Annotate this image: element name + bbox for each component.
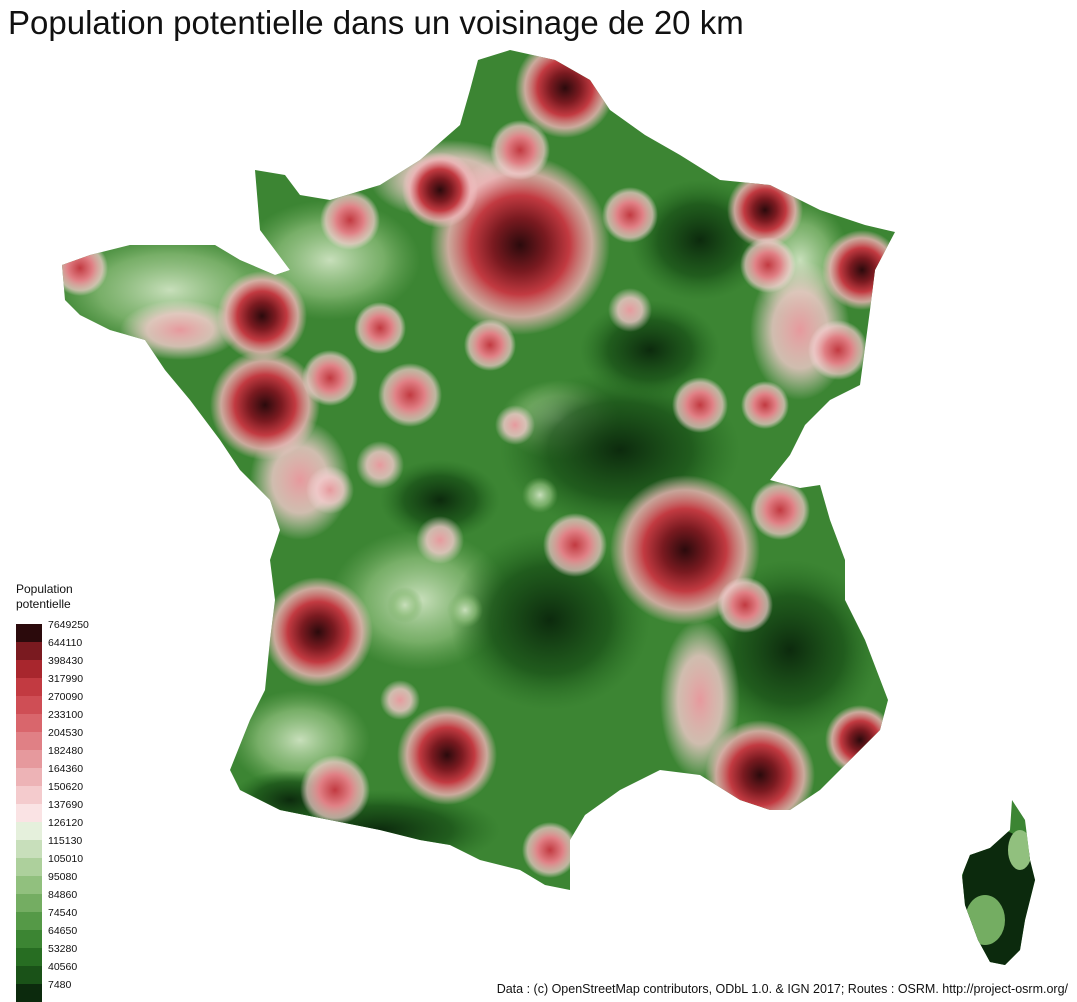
legend-swatch bbox=[16, 930, 42, 948]
legend-swatch bbox=[16, 696, 42, 714]
legend-swatch bbox=[16, 984, 42, 1002]
legend-swatch bbox=[16, 642, 42, 660]
legend-swatch bbox=[16, 714, 42, 732]
legend-swatch bbox=[16, 876, 42, 894]
legend-swatch bbox=[16, 912, 42, 930]
legend-label: 398430 bbox=[48, 655, 84, 667]
legend-swatch bbox=[16, 678, 42, 696]
legend-label: 74540 bbox=[48, 907, 78, 919]
legend-swatch bbox=[16, 624, 42, 642]
map-title: Population potentielle dans un voisinage… bbox=[8, 4, 744, 41]
legend-label: 64650 bbox=[48, 925, 78, 937]
legend-swatch bbox=[16, 840, 42, 858]
legend-label: 233100 bbox=[48, 709, 84, 721]
legend-label: 105010 bbox=[48, 853, 84, 865]
legend-swatch bbox=[16, 966, 42, 984]
legend-swatch bbox=[16, 660, 42, 678]
legend-swatch bbox=[16, 732, 42, 750]
legend-label: 115130 bbox=[48, 835, 83, 847]
legend-swatch bbox=[16, 804, 42, 822]
legend-swatch bbox=[16, 822, 42, 840]
data-credit: Data : (c) OpenStreetMap contributors, O… bbox=[496, 982, 1068, 996]
legend-label: 270090 bbox=[48, 691, 84, 703]
legend-label: 126120 bbox=[48, 817, 84, 829]
legend-label: 204530 bbox=[48, 727, 84, 739]
legend-swatch bbox=[16, 948, 42, 966]
legend-swatch bbox=[16, 858, 42, 876]
legend-title-line2: potentielle bbox=[16, 597, 71, 611]
legend-label: 137690 bbox=[48, 799, 84, 811]
legend-label: 84860 bbox=[48, 889, 78, 901]
legend-label: 150620 bbox=[48, 781, 84, 793]
legend-label: 164360 bbox=[48, 763, 84, 775]
legend-label: 40560 bbox=[48, 961, 78, 973]
legend-swatch bbox=[16, 786, 42, 804]
legend-title-line1: Population bbox=[16, 582, 73, 596]
legend-label: 317990 bbox=[48, 673, 84, 685]
legend-label: 644110 bbox=[48, 637, 83, 649]
legend-title: Population potentielle bbox=[16, 582, 136, 612]
legend-label: 7649250 bbox=[48, 619, 89, 631]
legend-label: 7480 bbox=[48, 979, 72, 991]
legend-swatch bbox=[16, 894, 42, 912]
legend-label: 53280 bbox=[48, 943, 78, 955]
legend-label: 182480 bbox=[48, 745, 84, 757]
legend-swatch bbox=[16, 750, 42, 768]
legend-swatch bbox=[16, 768, 42, 786]
legend-label: 95080 bbox=[48, 871, 78, 883]
